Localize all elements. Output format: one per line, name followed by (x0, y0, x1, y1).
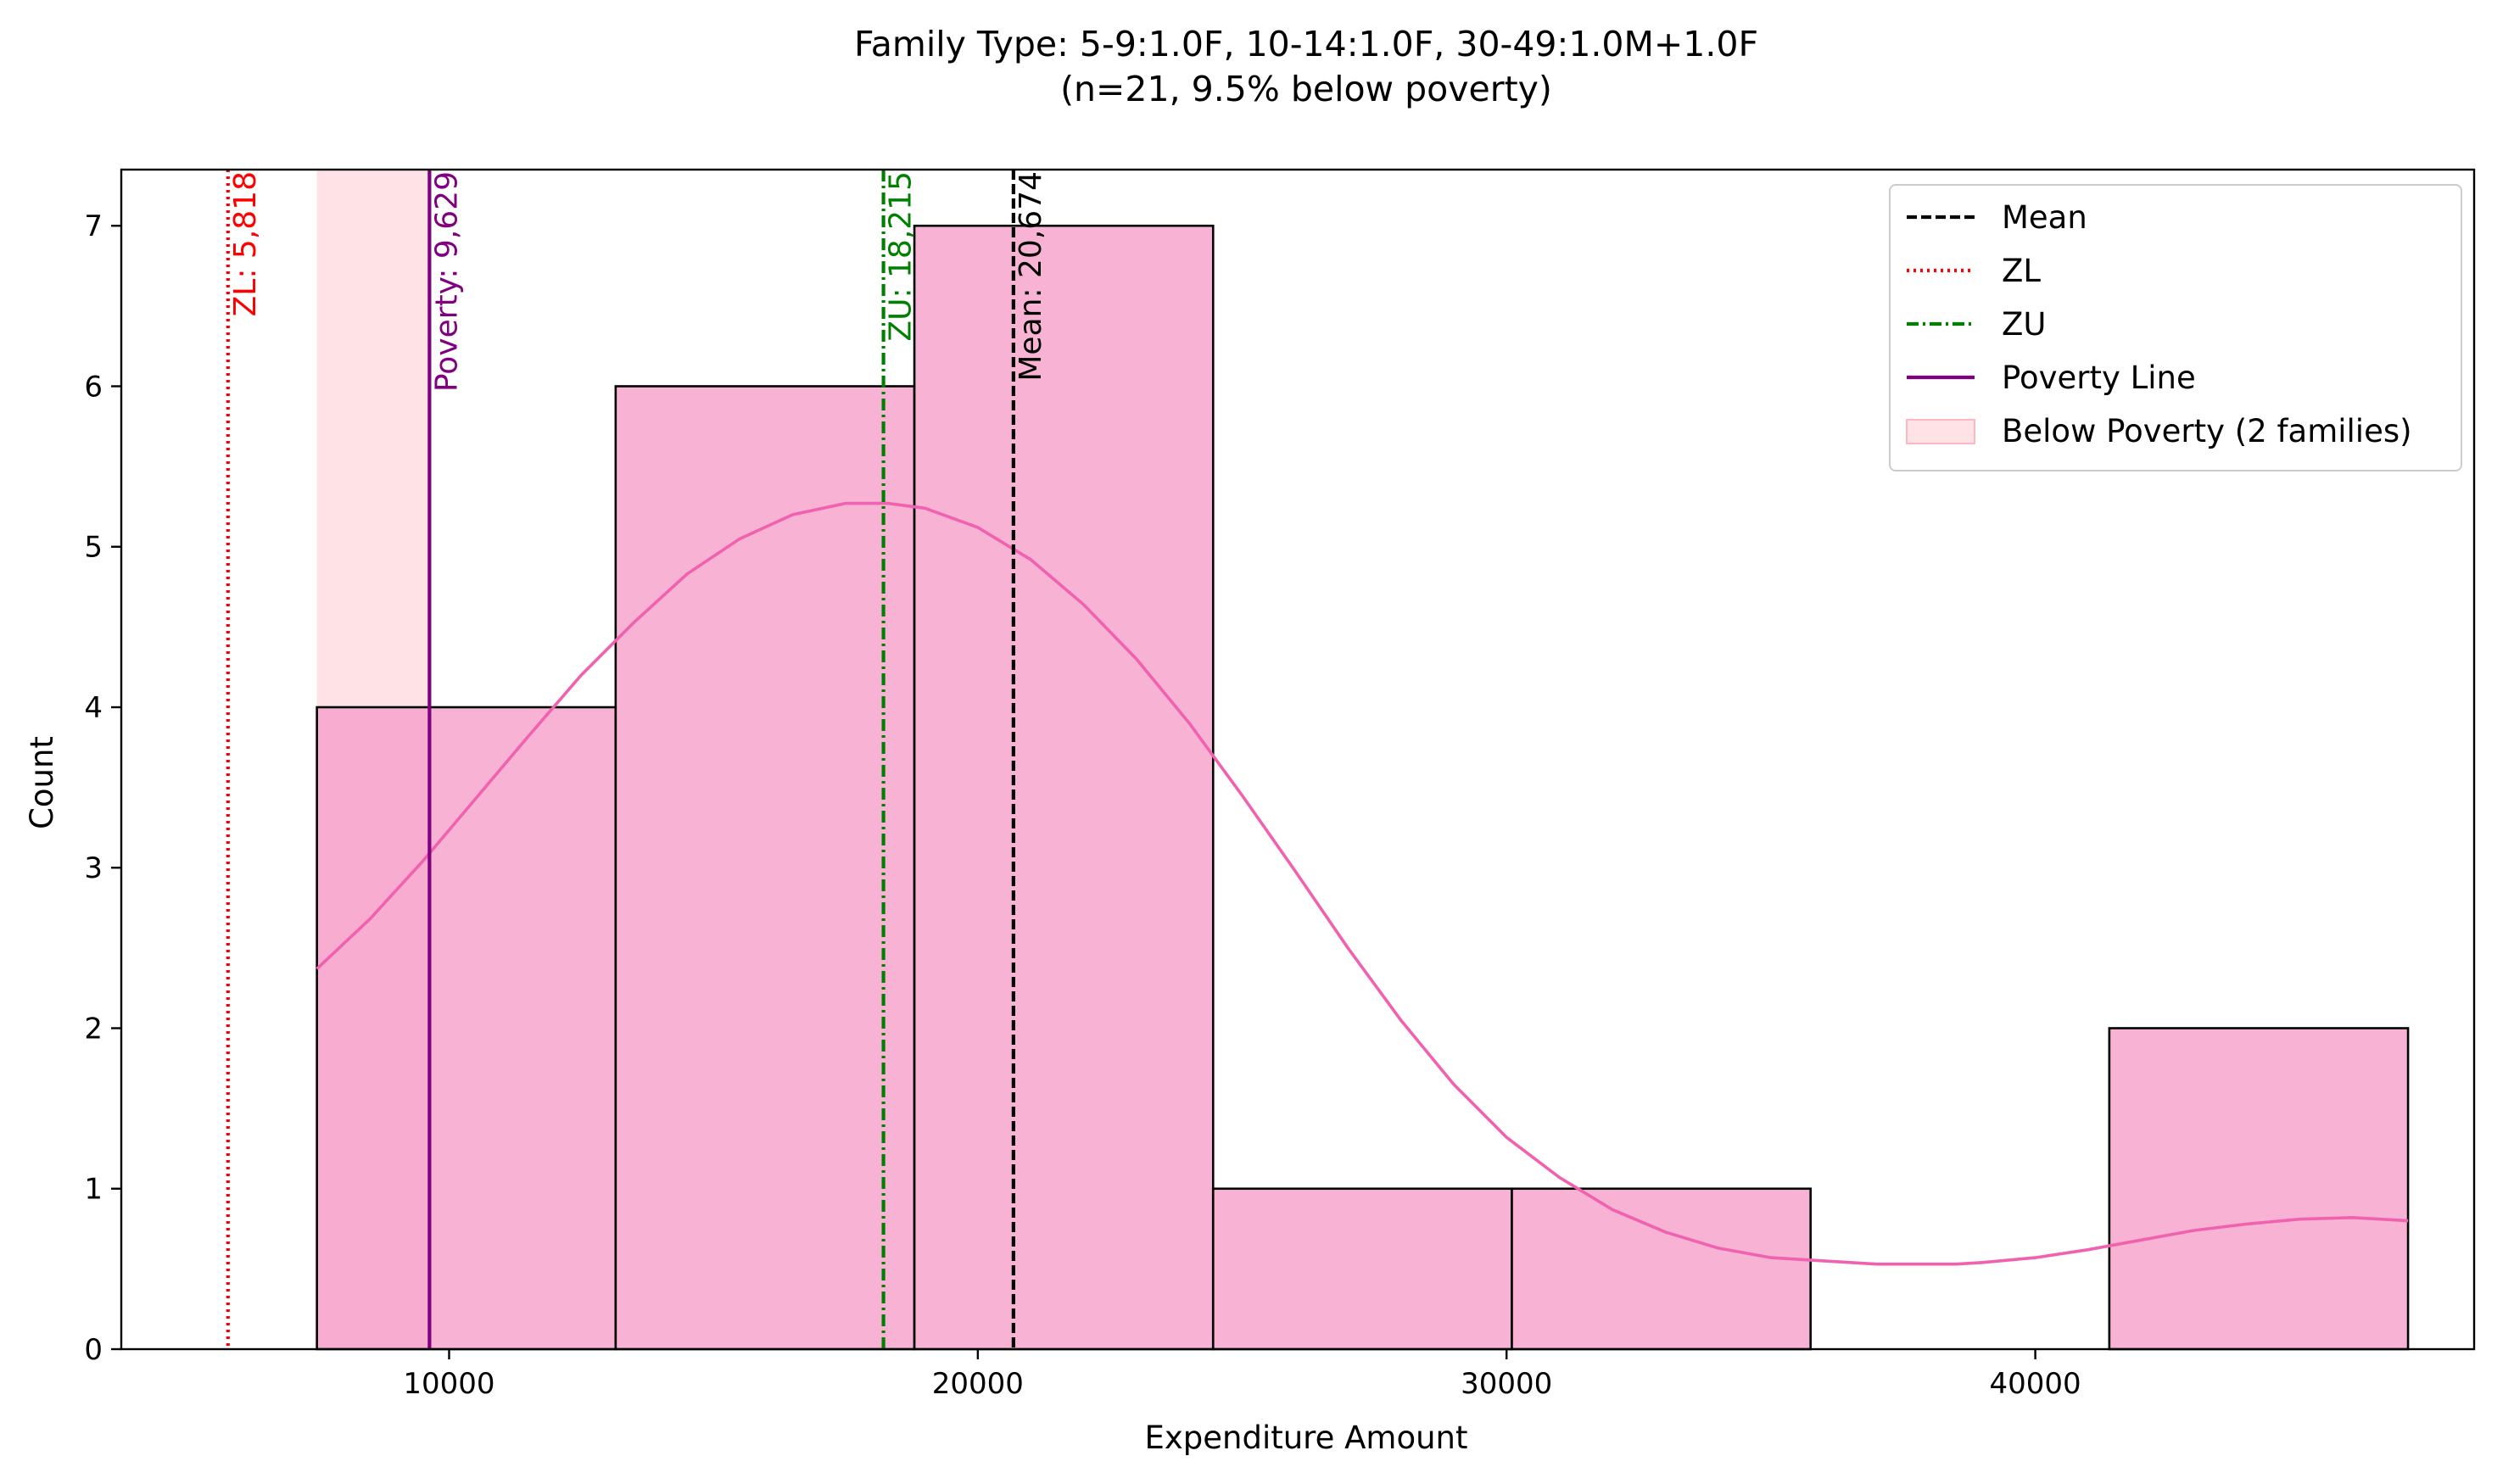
vline-label-3: Mean: 20,674 (1014, 171, 1048, 382)
histogram-bar-4 (1511, 1187, 1812, 1351)
legend: Mean ZL ZU Poverty Line Below Poverty (2 fam… (1889, 184, 2462, 471)
vline-label-1: Poverty: 9,629 (429, 171, 464, 392)
vline-label-2: ZU: 18,215 (884, 171, 919, 342)
plot-area: ZL: 5,818 Poverty: 9,629 ZU: 18,215 Mean: 2… (84, 168, 2476, 1401)
x-tick-label-1: 20000 (932, 1367, 1024, 1401)
legend-label-3: Poverty Line (2002, 360, 2196, 396)
y-tick-label-1: 1 (84, 1173, 103, 1207)
histogram-bar-2 (913, 224, 1215, 1351)
plot-frame (120, 168, 2476, 1351)
y-tick-label-2: 2 (84, 1012, 103, 1046)
legend-swatch-4 (1906, 419, 1975, 444)
histogram-bar-3 (1211, 1187, 1513, 1351)
chart-title-line2: (n=21, 9.5% below poverty) (1060, 69, 1552, 109)
legend-label-1: ZL (2002, 253, 2041, 289)
histogram-bar-0 (316, 706, 617, 1351)
legend-frame (1889, 184, 2462, 471)
vline-label-0: ZL: 5,818 (228, 171, 263, 316)
histogram-bar-6 (2108, 1027, 2410, 1351)
histogram-bar-1 (614, 385, 916, 1351)
chart-title-line1: Family Type: 5-9:1.0F, 10-14:1.0F, 30-49… (854, 24, 1758, 64)
x-tick-label-0: 10000 (403, 1367, 494, 1401)
y-tick-label-5: 5 (84, 531, 103, 565)
y-tick-label-4: 4 (84, 691, 103, 725)
x-tick-label-2: 30000 (1461, 1367, 1552, 1401)
legend-label-2: ZU (2002, 306, 2046, 343)
y-tick-label-3: 3 (84, 851, 103, 885)
y-axis-label: Count (24, 736, 60, 829)
y-tick-label-6: 6 (84, 370, 103, 404)
y-tick-label-0: 0 (84, 1333, 103, 1367)
x-tick-label-3: 40000 (1990, 1367, 2081, 1401)
legend-label-0: Mean (2002, 199, 2087, 236)
kde-curve (316, 501, 2409, 1266)
legend-label-4: Below Poverty (2 families) (2002, 413, 2412, 449)
y-tick-label-7: 7 (84, 209, 103, 243)
x-axis-label: Expenditure Amount (1144, 1420, 1467, 1456)
